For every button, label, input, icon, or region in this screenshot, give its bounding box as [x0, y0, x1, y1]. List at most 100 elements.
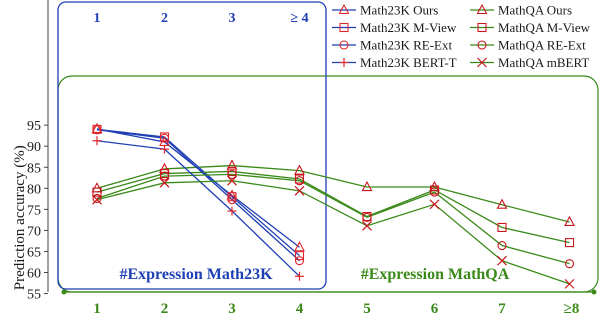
- data-point-mathqa-re-ext: [92, 193, 102, 203]
- y-tick-label: 80: [27, 182, 41, 197]
- data-point-mathqa-mbert: [92, 194, 102, 205]
- legend-item-mathqa-mbert: MathQA mBERT: [470, 55, 589, 70]
- data-point-mathqa-mbert-b: [92, 194, 102, 205]
- legend-marker: [339, 40, 349, 50]
- data-point-mathqa-m-view: [92, 187, 102, 197]
- legend-label: MathQA Ours: [498, 3, 572, 18]
- legend-label: Math23K Ours: [360, 3, 438, 18]
- series-line-mathqa-ours: [96, 164, 570, 223]
- data-point-mathqa-re-ext: [294, 176, 305, 186]
- data-point-math23k-bert-t: [160, 144, 169, 154]
- data-point-mathqa-ours: [564, 215, 575, 227]
- data-point-math23k-re-ext: [227, 195, 237, 205]
- data-point-math23k-bert-t: [227, 206, 237, 216]
- legend-marker: [339, 58, 349, 67]
- series-line-mathqa-re-ext: [96, 173, 570, 265]
- data-point-mathqa-re-ext: [227, 169, 237, 179]
- data-point-math23k-bert-t: [92, 136, 102, 146]
- series-line-mathqa-mbert: [96, 180, 570, 285]
- data-point-mathqa-ours: [361, 180, 373, 192]
- math23k-x-tick-label: ≥ 4: [290, 11, 308, 26]
- series-line-math23k-m-view: [96, 128, 300, 257]
- y-tick-label: 90: [27, 140, 41, 155]
- data-point-mathqa-mbert-b: [227, 175, 237, 186]
- data-point-math23k-bert-t: [295, 271, 304, 281]
- data-point-mathqa-re-ext: [362, 212, 372, 222]
- data-point-math23k-ours: [294, 241, 305, 252]
- data-point-mathqa-re-ext: [564, 259, 575, 269]
- axes: 55 60 65 70 75 80 85 90 95 Prediction accuracy (%…: [12, 0, 597, 303]
- legend-item-math23k-re-ext: Math23K RE-Ext: [332, 38, 452, 53]
- legend-item-math23k-ours: Math23K Ours: [332, 3, 438, 18]
- math23k-panel-title: #Expression Math23K: [119, 266, 273, 283]
- data-point-math23k-m-view: [227, 192, 237, 202]
- mathqa-x-tick-label: 1: [93, 301, 101, 317]
- series-lines: [96, 128, 570, 285]
- legend-marker: [477, 57, 487, 68]
- series-line-mathqa-m-view: [96, 170, 570, 244]
- data-point-math23k-ours: [91, 122, 103, 133]
- mathqa-x-tick-label: 2: [161, 301, 169, 317]
- legend-item-math23k-bert-t: Math23K BERT-T: [332, 55, 457, 70]
- mathqa-x-tick-label: 3: [228, 301, 236, 317]
- mathqa-x-tick-label: 6: [431, 301, 439, 317]
- data-point-mathqa-mbert: [227, 175, 237, 186]
- mathqa-panel-title: #Expression MathQA: [361, 266, 510, 283]
- math23k-x-tick-label: 3: [229, 11, 236, 26]
- mathqa-x-tick-label: ≥8: [564, 301, 580, 317]
- legend-item-math23k-m-view: Math23K M-View: [332, 20, 457, 35]
- legend-marker: [477, 22, 487, 33]
- data-point-mathqa-mbert: [362, 220, 372, 231]
- data-point-math23k-re-ext: [294, 256, 305, 266]
- mathqa-x-axis-right-end: [591, 289, 597, 295]
- legend-marker: [339, 22, 349, 33]
- data-point-mathqa-mbert: [159, 177, 170, 188]
- legend-item-mathqa-m-view: MathQA M-View: [470, 20, 591, 35]
- legend-marker-b: [477, 57, 487, 68]
- legend: Math23K Ours MathQA Ours Math23K M-View Mat…: [332, 3, 591, 70]
- data-point-mathqa-mbert-b: [497, 255, 507, 266]
- series-line-math23k-bert-t: [96, 140, 300, 277]
- y-tick-label: 65: [27, 245, 41, 260]
- y-tick-label: 55: [27, 288, 41, 303]
- legend-label: MathQA RE-Ext: [498, 38, 586, 53]
- y-tick-label: 75: [27, 203, 41, 218]
- y-tick-label: 85: [27, 161, 41, 176]
- data-point-mathqa-mbert-b: [294, 185, 305, 196]
- data-point-mathqa-m-view: [227, 166, 237, 177]
- legend-item-mathqa-ours: MathQA Ours: [470, 3, 572, 18]
- data-point-math23k-re-ext: [92, 125, 102, 135]
- y-tick-label: 70: [27, 224, 41, 239]
- data-point-mathqa-mbert: [294, 185, 305, 196]
- legend-marker: [476, 3, 488, 15]
- data-point-mathqa-m-view: [564, 238, 575, 248]
- math23k-x-tick-label: 2: [161, 11, 168, 26]
- legend-label: Math23K BERT-T: [360, 55, 457, 70]
- legend-item-mathqa-re-ext: MathQA RE-Ext: [470, 38, 586, 53]
- data-point-math23k-re-ext: [159, 133, 170, 143]
- data-point-mathqa-re-ext: [159, 171, 170, 181]
- panels: 1 2 3 ≥ 4 1 2 3 4 5 6 7 ≥8 #Expression Math23K #Expre…: [57, 1, 599, 317]
- data-point-math23k-m-view: [294, 251, 305, 261]
- legend-label: Math23K RE-Ext: [360, 38, 452, 53]
- data-point-mathqa-m-view: [159, 169, 170, 179]
- series-line-math23k-re-ext: [96, 129, 300, 262]
- data-point-mathqa-re-ext: [429, 187, 440, 197]
- legend-label: MathQA mBERT: [498, 55, 589, 70]
- y-axis-title: Prediction accuracy (%): [12, 145, 28, 290]
- data-point-mathqa-mbert-b: [159, 177, 170, 188]
- mathqa-x-tick-label: 7: [498, 301, 506, 317]
- data-point-mathqa-mbert: [497, 255, 507, 266]
- legend-marker: [477, 40, 487, 50]
- data-point-mathqa-re-ext: [497, 241, 507, 251]
- y-tick-label: 95: [27, 119, 41, 134]
- data-point-mathqa-mbert-b: [362, 220, 372, 231]
- data-point-math23k-ours: [226, 189, 238, 200]
- data-point-mathqa-mbert-b: [564, 278, 575, 289]
- data-point-mathqa-m-view: [497, 222, 507, 233]
- mathqa-x-tick-label: 4: [296, 301, 304, 317]
- legend-label: Math23K M-View: [360, 20, 457, 35]
- data-point-mathqa-ours: [226, 159, 238, 170]
- series-markers: [91, 122, 575, 289]
- legend-marker: [338, 3, 350, 15]
